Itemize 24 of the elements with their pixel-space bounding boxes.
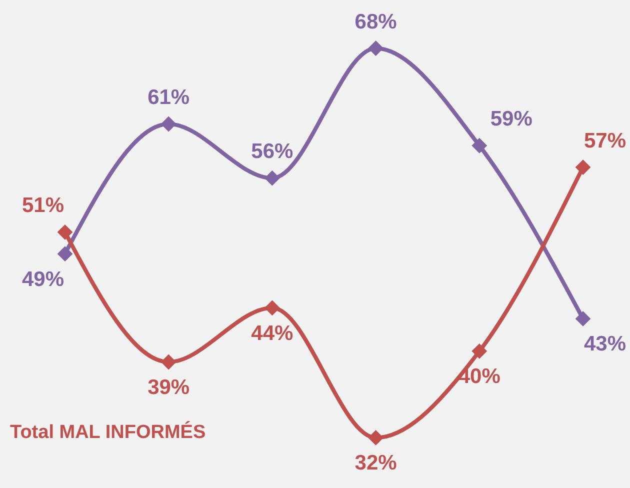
point <box>576 160 590 175</box>
data-label: 49% <box>22 268 64 291</box>
point <box>472 344 487 359</box>
text: Total MAL INFORMÉS <box>10 422 206 444</box>
point <box>576 311 590 326</box>
data-label: 39% <box>148 376 190 399</box>
data-label: 44% <box>251 322 294 345</box>
point <box>161 116 176 132</box>
data-label: 68% <box>354 10 398 34</box>
point <box>368 40 384 56</box>
point <box>161 354 176 370</box>
point <box>264 170 280 186</box>
point <box>58 246 72 262</box>
data-label: 43% <box>584 332 626 356</box>
data-label: 56% <box>251 140 294 164</box>
data-label: 32% <box>354 452 398 475</box>
data-label: 61% <box>148 86 190 109</box>
point <box>264 300 280 316</box>
point <box>472 138 487 154</box>
data-label: 51% <box>22 194 64 218</box>
data-label: 57% <box>584 129 626 152</box>
point <box>368 430 384 446</box>
data-label: 59% <box>490 108 533 131</box>
point <box>58 224 72 240</box>
